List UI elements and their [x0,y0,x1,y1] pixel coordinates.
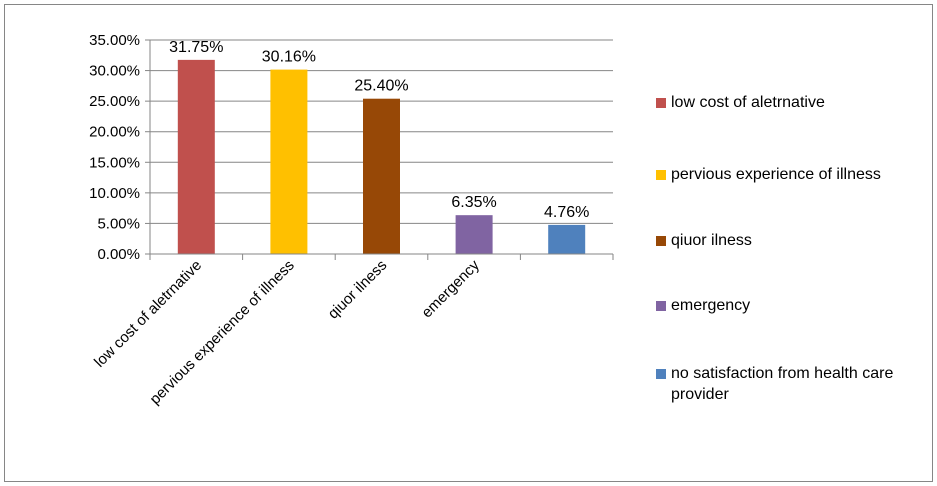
legend-label: no satisfaction from health care provide… [671,365,894,403]
bar [177,59,215,254]
data-label: 25.40% [354,78,408,95]
y-axis-ticks: 0.00% 5.00% 10.00% 15.00% 20.00% 25.00% 30.00%… [89,32,150,263]
legend-swatch [656,236,666,246]
y-tick-label: 25.00% [89,93,140,110]
data-labels: 31.75% 30.16% 25.40% 6.35% 4.76% [169,39,589,221]
bars [177,59,586,254]
y-tick-label: 0.00% [97,246,140,263]
legend-item: qiuor ilness [656,230,916,251]
bar [548,224,586,254]
y-tick-label: 20.00% [89,124,140,141]
legend-item: low cost of aletrnative [656,92,916,113]
bar [455,215,493,254]
data-label: 30.16% [262,49,316,66]
y-tick-label: 35.00% [89,32,140,49]
legend-label: qiuor ilness [671,232,752,249]
legend-swatch [656,170,666,180]
legend-swatch [656,369,666,379]
data-label: 6.35% [451,194,496,211]
legend-item: no satisfaction from health care provide… [656,363,916,405]
legend-label: low cost of aletrnative [671,94,825,111]
axes [149,40,614,260]
bar [363,98,400,254]
data-label: 4.76% [544,204,589,221]
x-category-label: emergency [418,256,483,321]
legend-label: emergency [671,297,751,314]
bar [270,69,308,254]
legend-label: pervious experience of illness [671,166,881,183]
y-tick-label: 10.00% [89,185,140,202]
y-tick-label: 15.00% [89,154,140,171]
data-label: 31.75% [169,39,223,56]
legend-swatch [656,98,666,108]
legend-swatch [656,301,666,311]
legend-item: pervious experience of illness [656,164,916,185]
y-tick-label: 5.00% [97,215,140,232]
y-tick-label: 30.00% [89,63,140,80]
x-category-label: qiuor ilness [325,257,391,323]
legend-item: emergency [656,295,916,316]
